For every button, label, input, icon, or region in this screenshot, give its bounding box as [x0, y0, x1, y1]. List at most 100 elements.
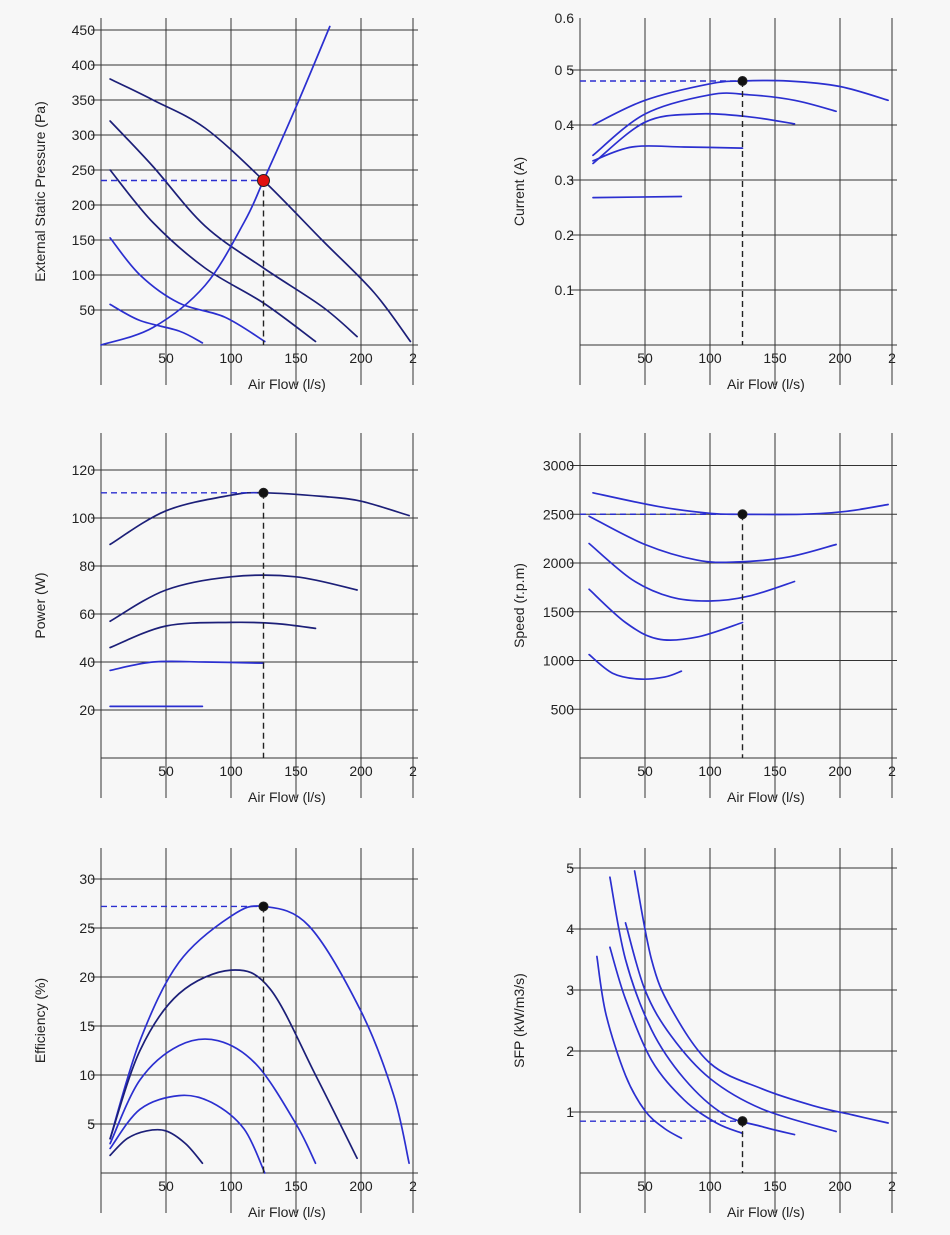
x-tick-label: 2 [888, 763, 896, 779]
series-line [609, 946, 744, 1135]
x-tick-label: 150 [284, 1178, 308, 1194]
y-tick-label: 1500 [543, 604, 574, 620]
x-tick-label: 200 [828, 1178, 852, 1194]
y-tick-label: 2000 [543, 555, 574, 571]
horizontal-grid [91, 469, 418, 711]
y-axis-label: Speed (r.p.m) [511, 563, 527, 648]
series-line [588, 515, 837, 564]
y-tick-label: 2500 [543, 506, 574, 522]
series-line [109, 574, 358, 623]
x-tick-label: 150 [284, 350, 308, 366]
y-tick-label: 100 [72, 510, 96, 526]
x-tick-label: 50 [637, 763, 653, 779]
horizontal-grid [91, 878, 418, 1125]
y-tick-label: 450 [72, 22, 96, 38]
series-line [588, 653, 683, 681]
y-tick-label: 20 [79, 969, 95, 985]
y-axis-label: External Static Pressure (Pa) [32, 101, 48, 282]
series-line [633, 870, 889, 1124]
series-line [109, 303, 204, 344]
y-tick-label: 0.2 [555, 227, 575, 243]
vertical-grid [579, 848, 893, 1213]
x-tick-label: 2 [409, 1178, 417, 1194]
series-line [588, 588, 744, 642]
y-tick-label: 20 [79, 702, 95, 718]
x-tick-label: 100 [698, 350, 722, 366]
y-tick-label: 150 [72, 232, 96, 248]
y-tick-label: 200 [72, 197, 96, 213]
chart-speed: 500 1000 1500 2000 2500 3000 50 100 150 200 2 Air F… [511, 433, 897, 805]
operating-point-marker [258, 487, 269, 498]
series-line [109, 120, 358, 338]
x-tick-label: 2 [888, 1178, 896, 1194]
operating-point-marker [258, 901, 269, 912]
y-axis-label: Power (W) [32, 572, 48, 638]
x-tick-label: 150 [763, 350, 787, 366]
y-tick-label: 300 [72, 127, 96, 143]
series-line [592, 92, 837, 157]
vertical-grid [100, 18, 414, 385]
y-tick-label: 10 [79, 1067, 95, 1083]
x-tick-label: 50 [158, 350, 174, 366]
x-tick-label: 2 [409, 350, 417, 366]
y-tick-label: 40 [79, 654, 95, 670]
chart-efficiency: 5 10 15 20 25 30 50 100 150 200 2 Air Flow (l/s) Eff… [32, 848, 418, 1220]
y-axis-label: Current (A) [511, 157, 527, 226]
y-tick-label: 1 [566, 1104, 574, 1120]
x-axis-label: Air Flow (l/s) [727, 1204, 805, 1220]
y-tick-label: 100 [72, 267, 96, 283]
series-line [592, 112, 796, 165]
vertical-grid [579, 433, 893, 798]
x-tick-label: 200 [349, 763, 373, 779]
y-tick-label: 15 [79, 1018, 95, 1034]
y-tick-label: 3 [566, 982, 574, 998]
x-tick-label: 100 [219, 763, 243, 779]
x-tick-label: 200 [828, 763, 852, 779]
x-tick-label: 200 [349, 350, 373, 366]
series-line [100, 25, 331, 346]
x-tick-label: 50 [158, 763, 174, 779]
y-axis-label: SFP (kW/m3/s) [511, 973, 527, 1068]
x-tick-label: 100 [698, 763, 722, 779]
y-tick-label: 500 [551, 701, 575, 717]
x-tick-label: 2 [888, 350, 896, 366]
operating-point-marker [737, 1116, 748, 1127]
x-tick-label: 200 [828, 350, 852, 366]
y-tick-label: 0 5 [555, 62, 575, 78]
x-tick-label: 50 [158, 1178, 174, 1194]
y-tick-label: 0.1 [555, 282, 575, 298]
x-axis-label: Air Flow (l/s) [248, 1204, 326, 1220]
series-line [109, 169, 317, 343]
operating-point-marker [737, 509, 748, 520]
x-tick-label: 200 [349, 1178, 373, 1194]
y-tick-label: 25 [79, 920, 95, 936]
x-tick-label: 2 [409, 763, 417, 779]
series-line [109, 1094, 266, 1174]
y-tick-label: 30 [79, 871, 95, 887]
chart-power: 20 40 60 80 100 120 50 100 150 200 2 Air Flow (l/s)… [32, 433, 418, 805]
y-tick-label: 80 [79, 558, 95, 574]
y-tick-label: 120 [72, 462, 96, 478]
series-line [109, 491, 410, 546]
vertical-grid [100, 848, 414, 1213]
y-tick-label: 400 [72, 57, 96, 73]
series-line [609, 876, 796, 1136]
series-line [109, 1128, 204, 1165]
series-line [109, 660, 265, 672]
series-line [109, 237, 266, 343]
series-line [592, 145, 744, 162]
x-tick-label: 150 [284, 763, 308, 779]
y-tick-label: 50 [79, 302, 95, 318]
chart-pressure: 50 100 150 200 250 300 350 400 450 50 100 150 200 2 Ai… [32, 18, 418, 392]
y-tick-label: 0.3 [555, 172, 575, 188]
series-line [109, 1038, 317, 1165]
y-tick-label: 60 [79, 606, 95, 622]
horizontal-grid [91, 29, 418, 311]
series-line [109, 78, 412, 343]
y-tick-label: 3000 [543, 458, 574, 474]
series-line [588, 542, 796, 602]
x-tick-label: 150 [763, 763, 787, 779]
x-tick-label: 100 [698, 1178, 722, 1194]
y-tick-label: 0.4 [555, 117, 575, 133]
